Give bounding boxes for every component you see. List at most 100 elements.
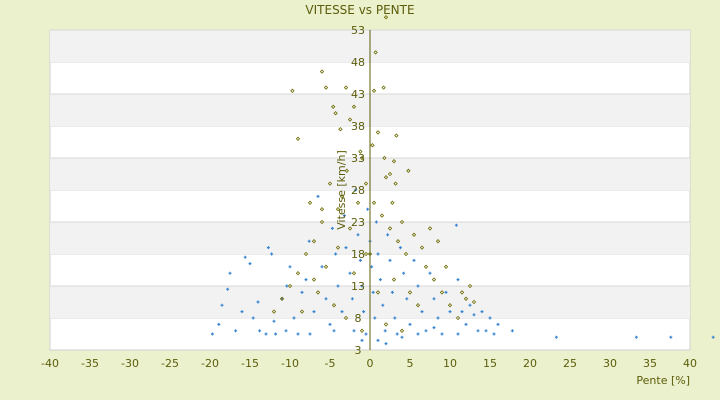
data-point-series-1 (476, 329, 480, 333)
chart-title: VITESSE vs PENTE (305, 3, 414, 17)
data-point-series-1 (264, 332, 268, 336)
data-point-series-2 (435, 239, 441, 244)
x-tick-label: 10 (443, 357, 457, 370)
data-point-series-1 (234, 329, 238, 333)
data-point-series-1 (362, 310, 366, 314)
data-point-series-1 (280, 297, 284, 301)
y-tick-label: 28 (351, 184, 365, 197)
data-point-series-2 (467, 283, 473, 289)
data-point-series-2 (279, 296, 285, 301)
data-point-series-2 (411, 232, 417, 237)
data-point-series-2 (393, 181, 398, 186)
data-point-series-2 (391, 159, 397, 164)
data-point-series-2 (423, 264, 429, 269)
data-point-series-2 (447, 303, 453, 308)
data-point-series-2 (331, 104, 336, 109)
data-point-series-2 (355, 200, 361, 205)
data-point-series-2 (295, 271, 301, 276)
data-point-series-1 (373, 316, 377, 320)
data-point-series-2 (338, 127, 343, 132)
data-point-series-1 (360, 338, 364, 342)
data-point-series-1 (376, 338, 380, 342)
data-point-series-2 (363, 251, 369, 257)
data-point-series-1 (440, 332, 444, 336)
y-tick-label: 13 (351, 280, 365, 293)
data-point-series-2 (443, 264, 449, 269)
data-point-series-2 (399, 219, 405, 225)
data-point-series-1 (388, 258, 392, 262)
data-point-series-2 (323, 85, 329, 90)
data-point-series-1 (240, 310, 244, 314)
y-tick-label: 23 (351, 216, 365, 229)
y-tick-label: 33 (351, 152, 365, 165)
y-tick-label: 18 (351, 248, 365, 261)
data-point-series-2 (358, 149, 363, 154)
data-point-series-1 (217, 322, 221, 326)
data-point-series-1 (308, 332, 312, 336)
data-point-series-1 (393, 316, 397, 320)
x-tick-label: 25 (563, 357, 577, 370)
data-point-series-2 (303, 251, 309, 257)
data-point-series-2 (370, 143, 375, 148)
data-point-series-1 (381, 303, 385, 307)
data-point-series-2 (351, 271, 357, 276)
x-tick-label: -20 (201, 357, 219, 370)
x-tick-label: -5 (325, 357, 336, 370)
x-tick-label: -30 (121, 357, 139, 370)
data-point-series-1 (300, 290, 304, 294)
data-point-series-1 (210, 332, 214, 336)
data-point-series-1 (432, 297, 436, 301)
data-point-series-2 (375, 130, 381, 135)
data-point-series-1 (464, 322, 468, 326)
data-point-series-1 (386, 233, 390, 237)
data-point-series-2 (344, 168, 349, 173)
data-point-series-2 (371, 200, 377, 205)
data-point-series-2 (347, 117, 353, 122)
data-point-series-1 (428, 271, 432, 275)
data-points (210, 15, 715, 346)
x-axis-label: Pente [%] (636, 374, 690, 387)
data-point-series-1 (468, 303, 472, 307)
data-point-series-2 (415, 303, 421, 308)
data-point-series-1 (328, 322, 332, 326)
data-point-series-1 (228, 271, 232, 275)
data-point-series-1 (258, 329, 262, 333)
data-point-series-1 (336, 284, 340, 288)
y-tick-label: 8 (355, 312, 362, 325)
data-point-series-1 (354, 188, 358, 192)
data-point-series-2 (311, 239, 317, 244)
data-point-series-2 (399, 328, 405, 333)
data-point-series-2 (319, 69, 325, 74)
data-point-series-1 (400, 335, 404, 339)
data-point-series-2 (323, 264, 329, 269)
data-point-series-2 (359, 328, 365, 333)
y-axis-label: Vitesse [km/h] (335, 150, 348, 230)
data-point-series-2 (403, 251, 409, 257)
data-point-series-2 (471, 299, 477, 305)
x-tick-label: 35 (643, 357, 657, 370)
data-point-series-1 (436, 316, 440, 320)
data-point-series-2 (459, 290, 465, 295)
data-point-series-1 (448, 310, 452, 314)
data-point-series-2 (431, 277, 437, 282)
data-point-series-2 (319, 219, 325, 225)
data-point-series-1 (296, 332, 300, 336)
data-point-series-1 (274, 332, 278, 336)
data-point-series-2 (379, 213, 385, 218)
data-point-series-1 (408, 322, 412, 326)
data-point-series-1 (330, 226, 334, 230)
x-tick-label: -10 (281, 357, 299, 370)
data-point-series-1 (398, 246, 402, 250)
data-point-series-2 (331, 303, 337, 308)
data-point-series-1 (285, 284, 289, 288)
data-point-series-2 (271, 309, 277, 314)
data-point-series-2 (299, 309, 305, 314)
data-point-series-1 (472, 313, 476, 317)
y-tick-label: 38 (351, 120, 365, 133)
x-tick-label: 40 (683, 357, 697, 370)
data-point-series-2 (463, 296, 469, 301)
data-point-series-2 (343, 85, 349, 90)
data-point-series-1 (402, 271, 406, 275)
data-point-series-1 (416, 284, 420, 288)
